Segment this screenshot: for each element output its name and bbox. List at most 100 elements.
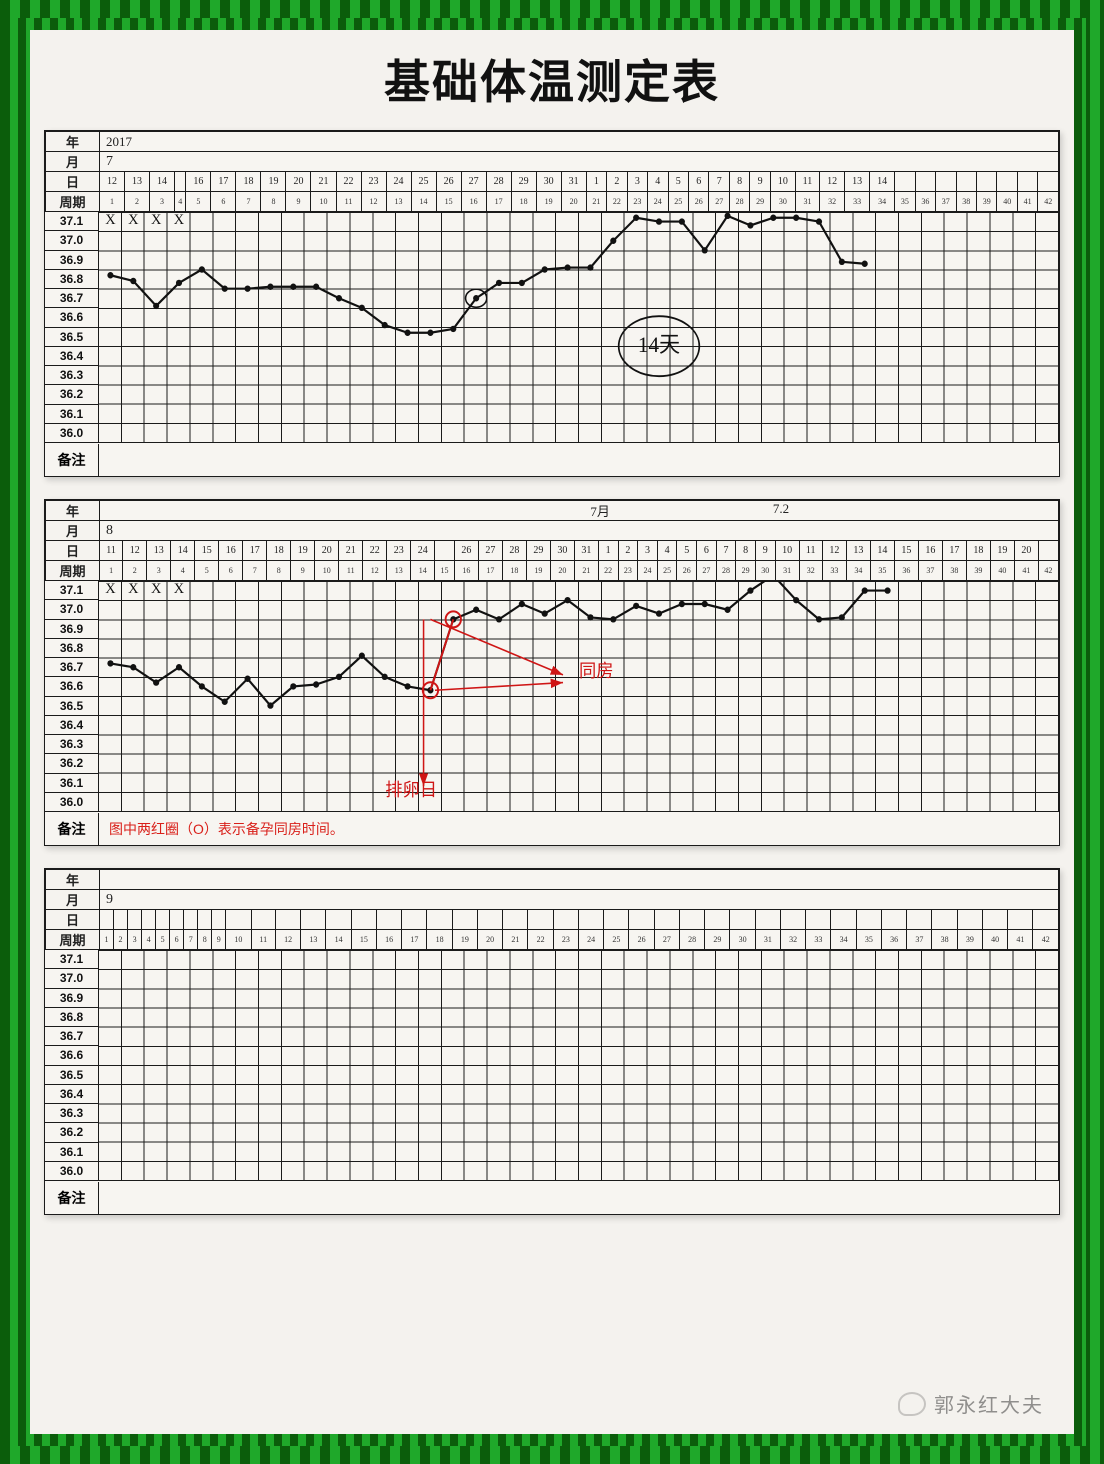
header-cell xyxy=(1017,172,1037,192)
row-year: 年 xyxy=(46,870,1059,890)
label-day: 日 xyxy=(46,172,100,192)
header-cell: 29 xyxy=(511,172,536,192)
header-cell xyxy=(780,910,805,930)
header-cell: 5 xyxy=(156,930,170,950)
header-cell: 24 xyxy=(386,172,411,192)
header-cell: 15 xyxy=(195,541,219,561)
header-cell xyxy=(100,910,114,930)
header-cell: 13 xyxy=(845,172,870,192)
label-day: 日 xyxy=(46,541,100,561)
chart1-y-axis: 37.137.036.936.836.736.636.536.436.336.2… xyxy=(45,212,99,442)
header-cell: 42 xyxy=(1033,930,1059,950)
svg-text:X: X xyxy=(174,212,185,228)
header-cell: 37 xyxy=(918,561,942,581)
header-cell xyxy=(957,910,982,930)
header-cell: 12 xyxy=(275,930,300,950)
header-cell: 4 xyxy=(142,930,156,950)
y-tick: 36.2 xyxy=(45,754,98,773)
label-notes: 备注 xyxy=(45,813,99,845)
header-cell: 18 xyxy=(966,541,990,561)
header-cell: 40 xyxy=(982,930,1007,950)
bbt-chart-3: 年 月 9 日 周期 12345678910111213141516171819… xyxy=(44,868,1060,1215)
header-cell xyxy=(604,910,629,930)
header-cell xyxy=(654,910,679,930)
svg-text:X: X xyxy=(128,581,139,597)
header-cell: 35 xyxy=(856,930,881,950)
header-cell: 36 xyxy=(881,930,906,950)
y-tick: 36.1 xyxy=(45,774,98,793)
header-cell: 22 xyxy=(528,930,553,950)
y-tick: 36.7 xyxy=(45,1027,98,1046)
y-tick: 36.3 xyxy=(45,735,98,754)
y-tick: 37.0 xyxy=(45,231,98,250)
header-cell: 23 xyxy=(387,541,411,561)
row-month: 月 8 xyxy=(46,521,1059,541)
header-cell xyxy=(198,910,212,930)
header-cell xyxy=(402,910,427,930)
header-cell: 38 xyxy=(932,930,957,950)
header-cell: 39 xyxy=(957,930,982,950)
header-cell: 26 xyxy=(454,541,478,561)
header-cell: 9 xyxy=(755,541,775,561)
header-cell: 20 xyxy=(477,930,502,950)
header-cell: 30 xyxy=(770,192,795,212)
header-cell: 15 xyxy=(894,541,918,561)
header-cell: 38 xyxy=(956,192,976,212)
header-cell: 24 xyxy=(648,192,668,212)
header-cell: 2 xyxy=(123,561,147,581)
chart1-month-value: 7 xyxy=(100,152,1059,172)
chart1-year-value: 2017 xyxy=(100,132,1059,152)
y-tick: 37.0 xyxy=(45,600,98,619)
header-cell: 2 xyxy=(607,172,627,192)
header-cell: 12 xyxy=(820,172,845,192)
header-cell: 27 xyxy=(697,561,717,581)
header-cell: 35 xyxy=(870,561,894,581)
y-tick: 36.9 xyxy=(45,620,98,639)
row-day: 日 12131416171819202122232425262728293031… xyxy=(46,172,1059,192)
row-cycle: 周期 1234567891011121314151617181920212223… xyxy=(46,192,1059,212)
y-tick: 36.0 xyxy=(45,793,98,811)
header-cell: 14 xyxy=(171,541,195,561)
header-cell: 13 xyxy=(846,541,870,561)
bbt-chart-2: 年 7月7.2 月 8 日 11121314151617181920212223… xyxy=(44,499,1060,846)
header-cell: 11 xyxy=(799,541,822,561)
header-cell: 34 xyxy=(831,930,856,950)
header-cell xyxy=(856,910,881,930)
header-cell xyxy=(629,910,654,930)
header-cell xyxy=(226,910,251,930)
header-cell: 13 xyxy=(386,192,411,212)
header-cell: 27 xyxy=(654,930,679,950)
y-tick: 36.1 xyxy=(45,1143,98,1162)
header-cell: 28 xyxy=(679,930,704,950)
header-cell: 8 xyxy=(729,172,749,192)
label-notes: 备注 xyxy=(45,444,99,476)
watermark: 郭永红大夫 xyxy=(898,1389,1044,1418)
header-cell xyxy=(1038,541,1058,561)
y-tick: 36.2 xyxy=(45,1123,98,1142)
header-cell: 19 xyxy=(261,172,286,192)
y-tick: 36.6 xyxy=(45,308,98,327)
header-cell: 30 xyxy=(730,930,755,950)
header-cell: 12 xyxy=(363,561,387,581)
header-cell xyxy=(1038,172,1059,192)
header-cell: 32 xyxy=(820,192,845,212)
header-cell: 18 xyxy=(511,192,536,212)
watermark-text: 郭永红大夫 xyxy=(934,1389,1044,1418)
header-cell: 18 xyxy=(236,172,261,192)
header-cell xyxy=(528,910,553,930)
header-cell xyxy=(895,172,915,192)
header-cell: 9 xyxy=(212,930,226,950)
row-year: 年 7月7.2 xyxy=(46,501,1059,521)
header-cell xyxy=(452,910,477,930)
header-cell xyxy=(915,172,935,192)
header-cell: 23 xyxy=(361,172,386,192)
document-paper: 基础体温测定表 年 2017 月 7 日 1213141617181920212… xyxy=(30,30,1074,1434)
y-tick: 37.0 xyxy=(45,969,98,988)
y-tick: 36.4 xyxy=(45,1085,98,1104)
header-cell: 19 xyxy=(291,541,315,561)
header-cell: 29 xyxy=(526,541,550,561)
label-year: 年 xyxy=(46,501,100,521)
header-cell: 25 xyxy=(411,172,436,192)
y-tick: 36.6 xyxy=(45,677,98,696)
header-cell: 29 xyxy=(750,192,770,212)
